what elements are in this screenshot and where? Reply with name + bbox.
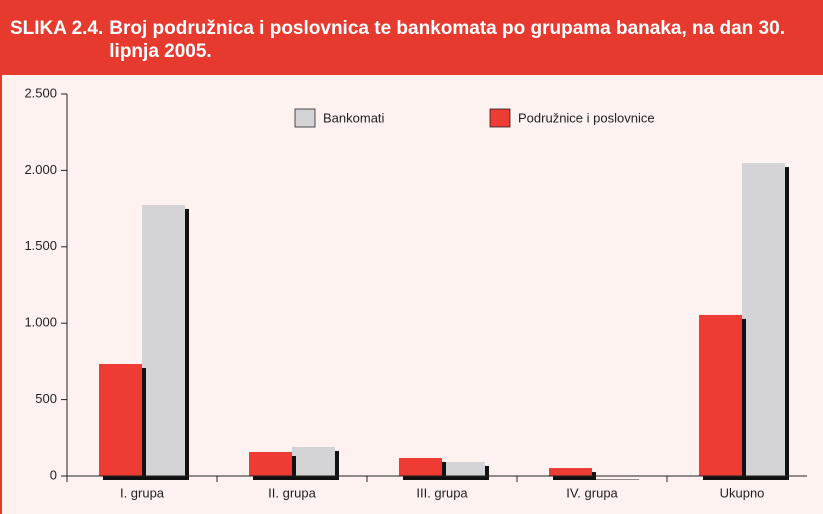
x-tick-label: I. grupa (120, 485, 165, 500)
x-tick-label: III. grupa (416, 485, 468, 500)
chart-title: Broj podružnica i poslovnica te bankomat… (109, 18, 785, 62)
bar (399, 457, 442, 476)
bar (699, 314, 742, 476)
bar (292, 446, 335, 476)
bar (249, 452, 292, 476)
y-tick-label: 1.000 (24, 315, 57, 330)
bar (99, 363, 142, 476)
bar (442, 461, 485, 476)
y-tick-label: 0 (50, 467, 57, 482)
x-tick-label: II. grupa (268, 485, 316, 500)
y-tick-label: 1.500 (24, 238, 57, 253)
legend-label: Bankomati (323, 110, 385, 125)
x-tick-label: Ukupno (720, 485, 765, 500)
y-tick-label: 2.500 (24, 85, 57, 100)
bar (742, 163, 785, 476)
legend-label: Podružnice i poslovnice (518, 110, 655, 125)
legend-swatch (489, 108, 511, 128)
x-tick-label: IV. grupa (566, 485, 618, 500)
header: SLIKA 2.4. Broj podružnica i poslovnica … (0, 0, 823, 75)
figure-label: SLIKA 2.4. (10, 18, 104, 39)
bar (549, 468, 592, 476)
bar (142, 204, 185, 476)
y-tick-label: 500 (35, 391, 57, 406)
legend-swatch (294, 108, 316, 128)
y-tick-label: 2.000 (24, 162, 57, 177)
